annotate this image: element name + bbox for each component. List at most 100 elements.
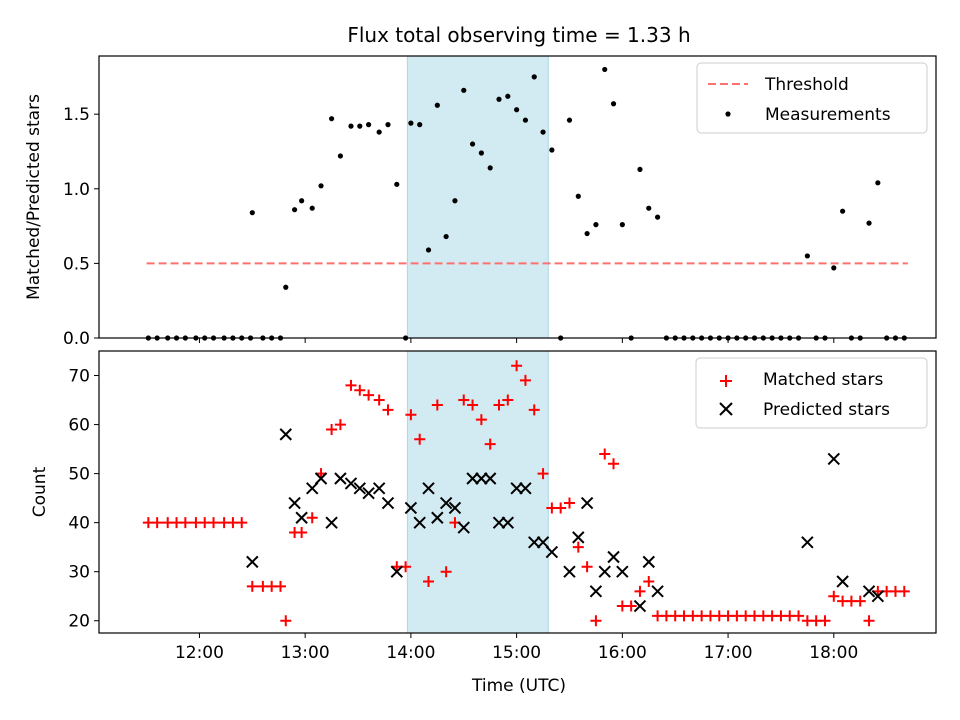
- predicted-star-marker: [295, 511, 308, 524]
- matched-star-marker: [502, 394, 514, 406]
- measurement-point: [425, 247, 432, 253]
- predicted-star-marker: [616, 565, 629, 578]
- observing-window-band: [406, 55, 549, 339]
- matched-star-marker: [484, 438, 496, 450]
- predicted-star-marker: [871, 590, 885, 603]
- measurement-point: [348, 123, 354, 129]
- legend-measurement-swatch: [725, 111, 731, 117]
- predicted-star-marker: [827, 452, 841, 466]
- predicted-star-marker: [483, 472, 497, 485]
- predicted-star-marker: [314, 472, 328, 485]
- x-tick-label: 14:00: [386, 643, 435, 663]
- matched-star-marker: [599, 448, 611, 460]
- predicted-star-marker: [642, 555, 655, 569]
- matched-star-marker: [590, 615, 602, 627]
- predicted-star-marker: [598, 565, 611, 578]
- predicted-star-marker: [325, 516, 338, 529]
- measurement-point: [575, 193, 581, 199]
- predicted-star-marker: [475, 472, 488, 485]
- x-tick-label: 16:00: [598, 643, 647, 663]
- predicted-star-marker: [580, 496, 594, 510]
- measurement-point: [804, 253, 810, 259]
- measurement-point: [514, 107, 520, 113]
- legend-measurement-label: Measurements: [765, 105, 891, 125]
- matched-star-marker: [280, 615, 292, 627]
- predicted-star-marker: [279, 428, 292, 441]
- matched-star-marker: [246, 580, 258, 592]
- predicted-star-marker: [390, 565, 404, 578]
- x-tick-label: 17:00: [704, 643, 753, 663]
- measurement-point: [376, 129, 382, 135]
- bottom-x-axis: 12:00 13:00 14:00 15:00 16:00 17:00 18:00: [175, 633, 858, 663]
- matched-star-marker: [828, 590, 840, 602]
- top-legend-box: [696, 62, 928, 134]
- predicted-star-marker: [362, 487, 375, 500]
- measurement-point: [318, 183, 324, 189]
- top-observing-window: [406, 55, 549, 339]
- legend-predicted-label: Predicted stars: [763, 400, 890, 420]
- measurement-point: [394, 181, 400, 187]
- measurement-point: [875, 180, 881, 186]
- measurement-point: [654, 214, 661, 220]
- bottom-plot-frame: [98, 350, 937, 634]
- matched-star-marker: [354, 384, 366, 396]
- predicted-star-marker: [344, 477, 358, 490]
- predicted-star-marker: [353, 482, 366, 495]
- matched-star-marker: [634, 585, 646, 597]
- matched-star-marker: [296, 526, 308, 538]
- predicted-star-marker: [288, 496, 301, 510]
- legend-threshold-label: Threshold: [764, 75, 849, 95]
- legend-predicted-swatch: [719, 402, 733, 416]
- matched-star-marker: [151, 517, 163, 529]
- matched-star-marker: [475, 414, 487, 426]
- predicted-star-marker: [448, 501, 462, 515]
- matched-star-marker: [511, 360, 523, 372]
- matched-star-marker: [819, 615, 831, 627]
- measurement-point: [366, 122, 372, 128]
- predicted-star-marker: [334, 472, 347, 485]
- matched-star-marker: [405, 409, 417, 421]
- measurement-point: [540, 129, 546, 135]
- matched-star-marker: [345, 379, 357, 391]
- measurement-point: [866, 220, 872, 226]
- measurement-point: [584, 230, 590, 237]
- bottom-legend: Matched stars Predicted stars: [695, 357, 928, 429]
- predicted-star-marker: [306, 482, 319, 495]
- matched-star-marker: [898, 585, 910, 597]
- predicted-star-marker: [607, 550, 620, 564]
- predicted-stars-points: [246, 428, 885, 613]
- matched-star-marker: [208, 517, 220, 529]
- matched-star-marker: [625, 600, 637, 612]
- matched-star-marker: [572, 541, 584, 553]
- top-y-axis: 0.0 0.5 1.0 1.5: [63, 105, 99, 349]
- matched-star-marker: [179, 517, 191, 529]
- matched-star-marker: [519, 374, 531, 386]
- observing-window-band: [406, 350, 549, 634]
- predicted-star-marker: [510, 482, 523, 495]
- matched-star-marker: [493, 399, 505, 411]
- measurement-point: [443, 233, 449, 240]
- top-x-ticks: [198, 338, 835, 343]
- predicted-star-marker: [422, 482, 435, 495]
- measurement-point: [357, 123, 363, 129]
- matched-star-marker: [236, 517, 248, 529]
- bottom-legend-box: [695, 357, 928, 429]
- matched-star-marker: [863, 615, 875, 627]
- matched-star-marker: [793, 610, 805, 622]
- predicted-star-marker: [862, 585, 876, 598]
- bottom-y-axis: 20 30 40 50 60 70: [68, 367, 99, 632]
- y-tick-label: 0.0: [63, 329, 90, 349]
- matched-star-marker: [467, 399, 479, 411]
- predicted-star-marker: [501, 516, 515, 529]
- matched-star-marker: [423, 576, 435, 588]
- y-tick-label: 50: [68, 465, 90, 485]
- measurement-point: [328, 116, 335, 122]
- predicted-star-marker: [404, 501, 418, 515]
- matched-star-marker: [363, 389, 375, 401]
- predicted-star-marker: [572, 531, 585, 544]
- predicted-star-marker: [466, 472, 479, 485]
- x-tick-label: 12:00: [175, 643, 224, 663]
- legend-matched-label: Matched stars: [763, 370, 883, 390]
- y-tick-label: 40: [68, 514, 90, 534]
